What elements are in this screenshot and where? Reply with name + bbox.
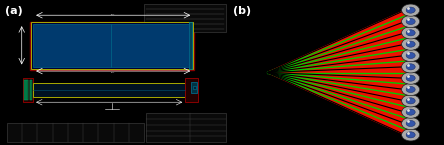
Circle shape	[406, 64, 415, 70]
Polygon shape	[267, 72, 405, 124]
Circle shape	[402, 83, 420, 96]
Bar	[24, 80, 25, 100]
Bar	[28, 80, 29, 100]
Circle shape	[406, 30, 415, 36]
Bar	[185, 78, 198, 102]
Circle shape	[406, 109, 415, 115]
Circle shape	[406, 7, 415, 13]
Circle shape	[402, 38, 420, 50]
Polygon shape	[267, 72, 405, 112]
Polygon shape	[267, 44, 405, 72]
Polygon shape	[267, 56, 405, 72]
Circle shape	[402, 106, 420, 118]
Circle shape	[406, 75, 415, 81]
Circle shape	[402, 15, 420, 28]
Polygon shape	[267, 72, 405, 89]
Circle shape	[402, 117, 420, 130]
Text: ___: ___	[110, 11, 114, 16]
Circle shape	[406, 86, 415, 93]
Circle shape	[402, 4, 420, 16]
Polygon shape	[267, 21, 405, 72]
Bar	[30, 22, 194, 70]
Bar	[144, 4, 226, 32]
Polygon shape	[267, 72, 405, 101]
Bar	[193, 86, 195, 89]
Polygon shape	[267, 33, 405, 72]
Circle shape	[406, 41, 415, 47]
Bar	[111, 24, 189, 67]
Polygon shape	[267, 72, 405, 135]
Circle shape	[406, 120, 415, 127]
Circle shape	[402, 72, 420, 84]
Circle shape	[402, 61, 420, 73]
Circle shape	[406, 132, 415, 138]
Circle shape	[406, 18, 415, 25]
Bar	[31, 80, 32, 100]
Circle shape	[402, 129, 420, 141]
Bar	[189, 22, 192, 69]
Text: ___: ___	[110, 69, 114, 74]
Circle shape	[402, 95, 420, 107]
Circle shape	[406, 98, 415, 104]
Bar	[33, 83, 185, 97]
Polygon shape	[267, 67, 405, 78]
Bar	[147, 113, 226, 142]
Bar	[25, 80, 26, 100]
Bar	[191, 82, 197, 93]
Polygon shape	[267, 10, 405, 72]
Bar	[33, 24, 111, 67]
Text: (a): (a)	[4, 6, 22, 16]
Circle shape	[402, 49, 420, 62]
Bar	[26, 80, 27, 100]
Bar	[30, 80, 31, 100]
Circle shape	[406, 52, 415, 59]
Text: (b): (b)	[233, 6, 251, 16]
Bar	[7, 123, 144, 142]
Bar	[23, 78, 33, 102]
Circle shape	[402, 27, 420, 39]
Bar	[31, 22, 193, 69]
